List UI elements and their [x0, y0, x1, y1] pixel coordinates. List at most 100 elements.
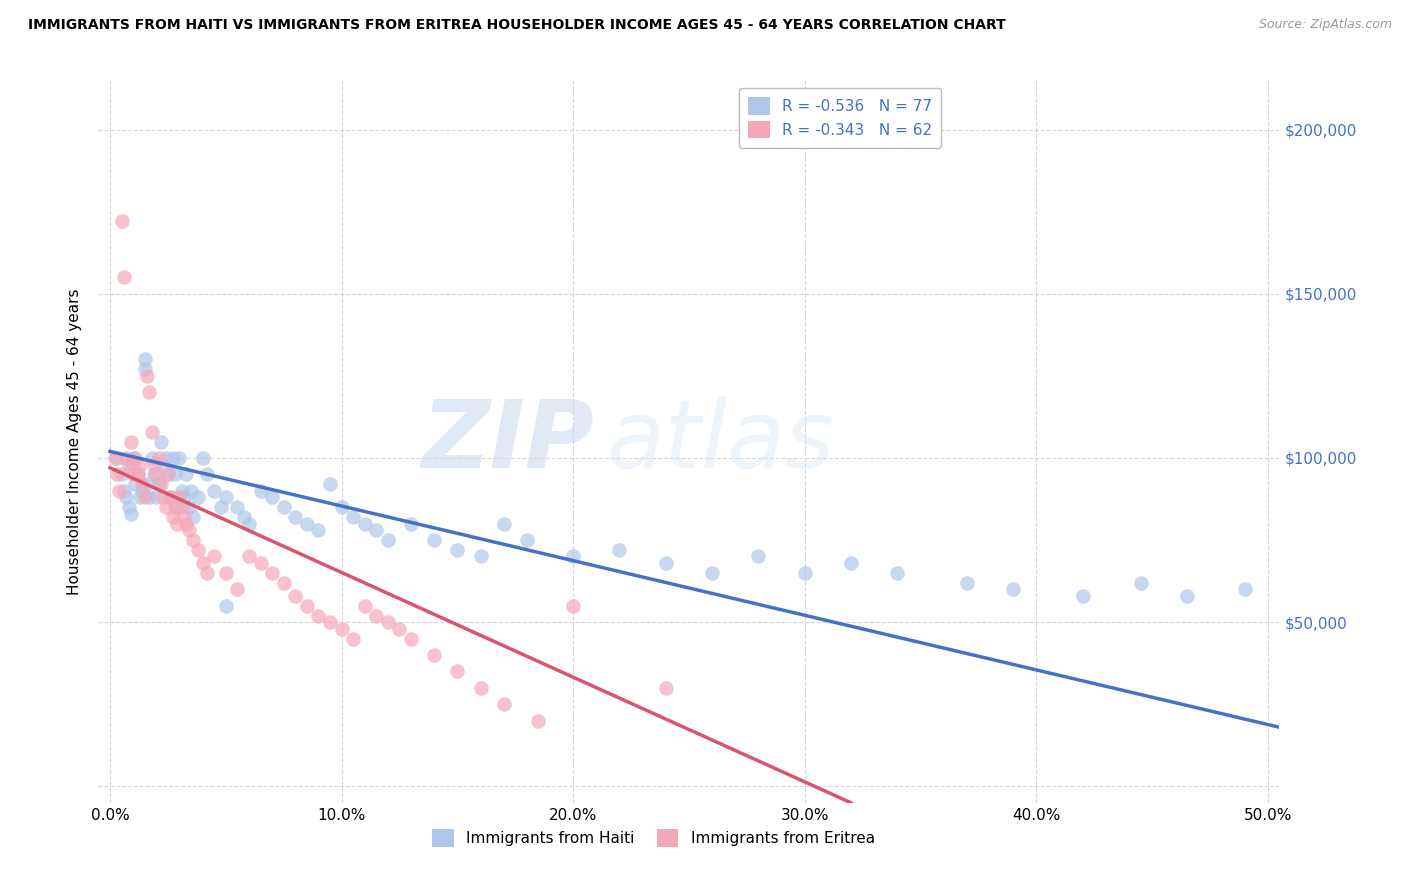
- Point: [249, 556, 271, 570]
- Point: [183, 510, 205, 524]
- Text: IMMIGRANTS FROM HAITI VS IMMIGRANTS FROM ERITREA HOUSEHOLDER INCOME AGES 45 - 64: IMMIGRANTS FROM HAITI VS IMMIGRANTS FROM…: [28, 18, 1005, 32]
- Point: [446, 665, 468, 679]
- Point: [209, 500, 232, 515]
- Point: [233, 510, 256, 524]
- Point: [319, 477, 342, 491]
- Point: [423, 533, 446, 547]
- Point: [143, 458, 166, 472]
- Point: [148, 477, 170, 491]
- Y-axis label: Householder Income Ages 45 - 64 years: Householder Income Ages 45 - 64 years: [67, 288, 83, 595]
- Point: [110, 467, 132, 482]
- Point: [173, 510, 195, 524]
- Point: [226, 500, 249, 515]
- Point: [117, 500, 139, 515]
- Point: [177, 500, 200, 515]
- Point: [1002, 582, 1025, 597]
- Point: [110, 214, 132, 228]
- Point: [700, 566, 723, 580]
- Point: [145, 491, 167, 505]
- Point: [120, 507, 142, 521]
- Point: [191, 450, 214, 465]
- Point: [423, 648, 446, 662]
- Point: [136, 477, 159, 491]
- Point: [562, 549, 585, 564]
- Point: [166, 516, 188, 531]
- Text: atlas: atlas: [606, 396, 835, 487]
- Point: [187, 542, 209, 557]
- Point: [117, 458, 139, 472]
- Point: [163, 467, 186, 482]
- Point: [166, 500, 188, 515]
- Point: [655, 556, 678, 570]
- Point: [152, 458, 174, 472]
- Point: [284, 510, 307, 524]
- Point: [295, 516, 318, 531]
- Point: [138, 491, 160, 505]
- Point: [262, 491, 284, 505]
- Point: [839, 556, 862, 570]
- Point: [129, 458, 152, 472]
- Point: [156, 467, 179, 482]
- Point: [202, 549, 225, 564]
- Point: [249, 483, 271, 498]
- Point: [180, 483, 202, 498]
- Point: [377, 615, 399, 630]
- Point: [136, 368, 159, 383]
- Point: [342, 632, 364, 646]
- Point: [492, 698, 515, 712]
- Point: [141, 425, 163, 439]
- Point: [655, 681, 678, 695]
- Text: Source: ZipAtlas.com: Source: ZipAtlas.com: [1258, 18, 1392, 31]
- Point: [307, 523, 329, 537]
- Point: [330, 622, 353, 636]
- Point: [112, 270, 135, 285]
- Point: [183, 533, 205, 547]
- Point: [162, 450, 184, 465]
- Point: [262, 566, 284, 580]
- Point: [562, 599, 585, 613]
- Point: [105, 450, 128, 465]
- Legend: Immigrants from Haiti, Immigrants from Eritrea: Immigrants from Haiti, Immigrants from E…: [426, 823, 882, 853]
- Point: [307, 608, 329, 623]
- Point: [353, 516, 375, 531]
- Point: [202, 483, 225, 498]
- Point: [747, 549, 769, 564]
- Point: [131, 477, 153, 491]
- Point: [388, 622, 411, 636]
- Point: [377, 533, 399, 547]
- Point: [516, 533, 538, 547]
- Point: [163, 500, 186, 515]
- Point: [155, 450, 177, 465]
- Point: [1129, 575, 1152, 590]
- Point: [956, 575, 979, 590]
- Point: [238, 549, 260, 564]
- Point: [124, 477, 146, 491]
- Point: [353, 599, 375, 613]
- Point: [195, 566, 218, 580]
- Point: [131, 483, 153, 498]
- Point: [886, 566, 908, 580]
- Point: [215, 599, 238, 613]
- Point: [141, 450, 163, 465]
- Point: [170, 500, 193, 515]
- Point: [143, 467, 166, 482]
- Point: [152, 491, 174, 505]
- Point: [1071, 589, 1094, 603]
- Point: [191, 556, 214, 570]
- Point: [492, 516, 515, 531]
- Point: [1233, 582, 1256, 597]
- Point: [273, 500, 295, 515]
- Point: [134, 491, 156, 505]
- Point: [399, 516, 422, 531]
- Point: [793, 566, 815, 580]
- Point: [366, 608, 388, 623]
- Point: [124, 450, 146, 465]
- Point: [169, 450, 191, 465]
- Point: [120, 434, 142, 449]
- Point: [527, 714, 550, 728]
- Point: [148, 450, 170, 465]
- Point: [399, 632, 422, 646]
- Point: [122, 467, 145, 482]
- Point: [112, 483, 135, 498]
- Point: [149, 477, 172, 491]
